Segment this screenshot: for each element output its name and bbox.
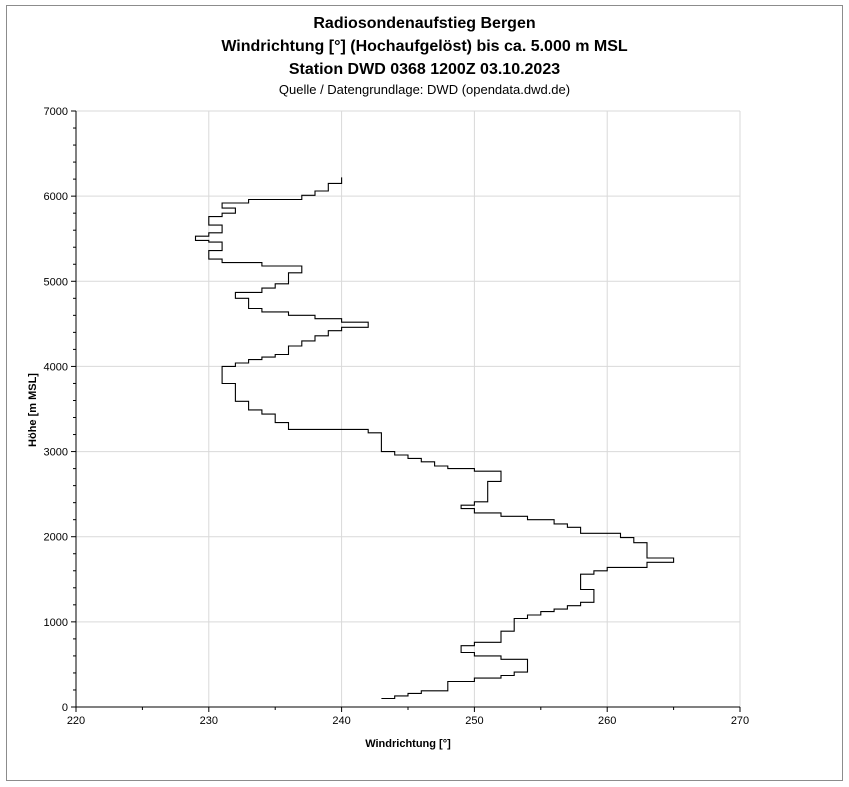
x-tick-label: 260 [598, 715, 616, 727]
y-tick-label: 6000 [44, 191, 68, 203]
y-tick-label: 7000 [44, 106, 68, 118]
series-line [194, 177, 675, 700]
chart-subtitle: Quelle / Datengrundlage: DWD (opendata.d… [278, 82, 571, 97]
x-tick-label: 270 [731, 715, 749, 727]
series-layer [194, 177, 675, 700]
x-tick-label: 230 [200, 715, 218, 727]
y-tick-label: 5000 [44, 276, 68, 288]
y-tick-label: 0 [62, 702, 68, 714]
x-tick-label: 240 [332, 715, 350, 727]
y-tick-label: 2000 [44, 532, 68, 544]
chart-title-line-3: Station DWD 0368 1200Z 03.10.2023 [288, 61, 561, 78]
x-tick-label: 250 [465, 715, 483, 727]
chart-title-line-2: Windrichtung [°] (Hochaufgelöst) bis ca.… [221, 38, 628, 55]
y-tick-label: 4000 [44, 361, 68, 373]
axes [71, 110, 741, 712]
y-tick-label: 1000 [44, 617, 68, 629]
gridlines [76, 110, 741, 707]
y-tick-label: 3000 [44, 447, 68, 459]
tick-labels: 220 230 240 250 260 270 0 1000 2000 3000 4000 5000 6… [44, 106, 750, 727]
chart-title-line-1: Radiosondenaufstieg Bergen [313, 15, 536, 32]
x-axis-label: Windrichtung [°] [365, 738, 451, 750]
chart-frame [6, 5, 843, 781]
x-tick-label: 220 [67, 715, 85, 727]
y-axis-label: Höhe [m MSL] [27, 373, 39, 447]
